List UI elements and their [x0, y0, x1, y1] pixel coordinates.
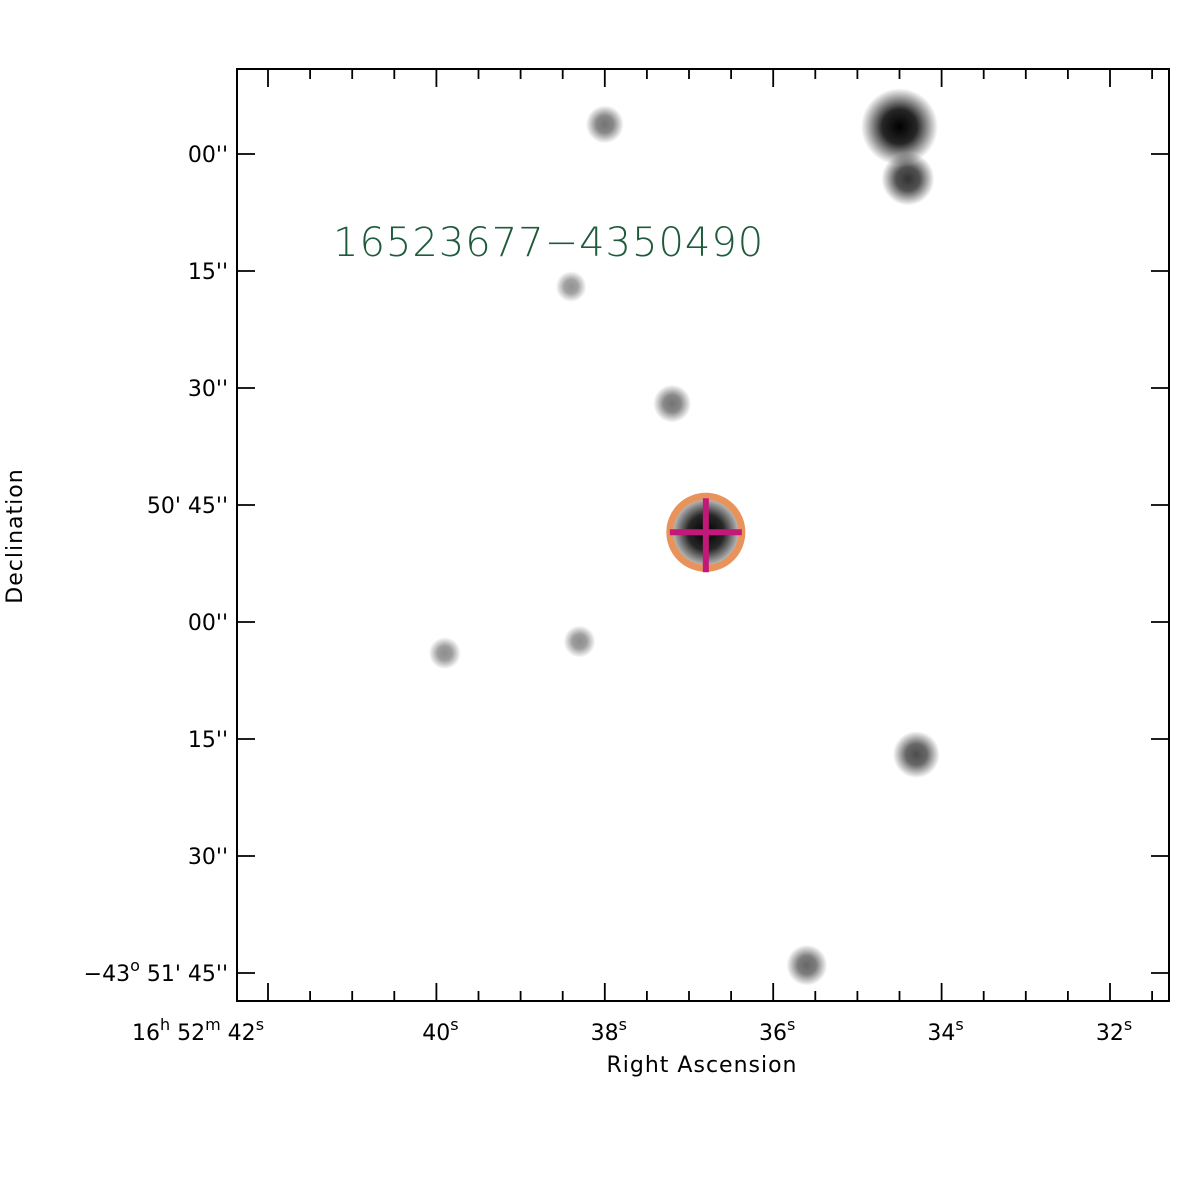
axis-ticks	[237, 69, 1169, 1001]
dec-tick-label: 30''	[188, 845, 228, 870]
dec-tick-label: 30''	[188, 377, 228, 402]
star-source	[428, 637, 461, 670]
star-source	[555, 271, 587, 302]
dec-tick-label: −43o 51' 45''	[84, 956, 228, 987]
dec-tick-label: 00''	[188, 611, 228, 636]
dec-tick-labels: 00'' 15'' 30'' 50' 45'' 00'' 15'' 30'' −43o 51'…	[84, 143, 228, 987]
y-axis-title: Declination	[3, 468, 28, 603]
star-field	[428, 88, 940, 986]
plot-frame	[236, 68, 1170, 1002]
star-source	[585, 105, 624, 144]
target-marker	[666, 492, 746, 573]
ra-tick-label: 34s	[927, 1015, 963, 1046]
ra-tick-label: 38s	[591, 1015, 627, 1046]
star-source	[892, 731, 940, 779]
ra-tick-label: 16h 52m 42s	[132, 1015, 264, 1046]
dec-tick-label: 15''	[188, 728, 228, 753]
ra-tick-labels: 16h 52m 42s 40s 38s 36s 34s 32s	[132, 1015, 1132, 1046]
star-source	[563, 625, 596, 658]
star-source	[653, 384, 692, 423]
dec-tick-label: 50' 45''	[147, 494, 228, 519]
star-source	[861, 88, 938, 166]
ra-tick-label: 32s	[1096, 1015, 1132, 1046]
source-id-label: 16523677−4350490	[333, 220, 764, 266]
star-source	[881, 152, 935, 206]
ra-tick-label: 40s	[422, 1015, 458, 1046]
x-axis-title: Right Ascension	[607, 1053, 798, 1078]
dec-tick-label: 00''	[188, 143, 228, 168]
ra-tick-label: 36s	[759, 1015, 795, 1046]
dec-tick-label: 15''	[188, 260, 228, 285]
star-source	[786, 944, 828, 986]
